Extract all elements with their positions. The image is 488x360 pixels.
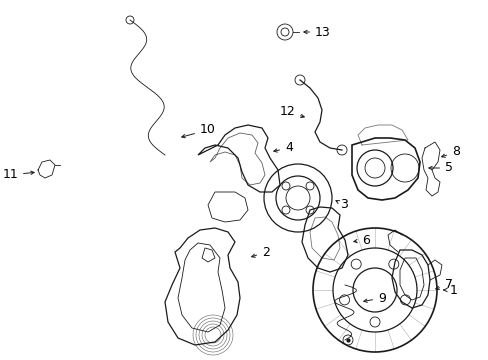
Text: 3: 3: [335, 198, 347, 211]
Text: 12: 12: [279, 105, 304, 118]
Text: 9: 9: [363, 292, 385, 305]
Text: 13: 13: [303, 26, 330, 39]
Text: 2: 2: [251, 246, 269, 258]
Text: 10: 10: [182, 123, 215, 138]
Text: 7: 7: [435, 279, 452, 292]
Text: 5: 5: [428, 162, 452, 175]
Text: 11: 11: [2, 168, 34, 181]
Text: 4: 4: [273, 141, 292, 154]
Text: 8: 8: [441, 145, 459, 158]
Text: 1: 1: [443, 284, 457, 297]
Text: 6: 6: [353, 234, 369, 247]
